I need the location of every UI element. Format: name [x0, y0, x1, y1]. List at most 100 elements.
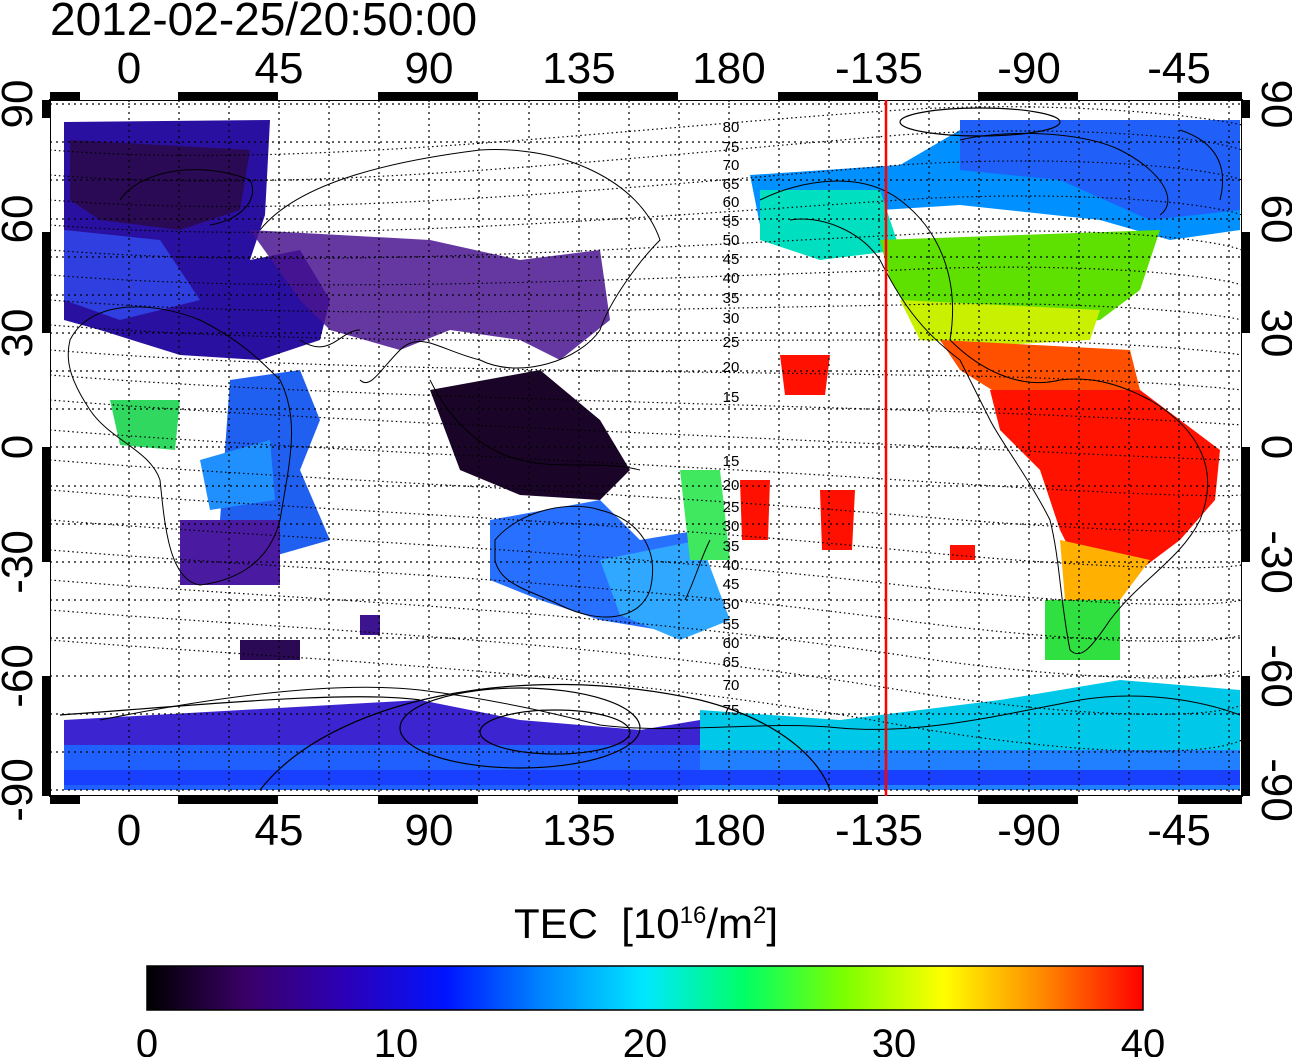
contour-label: 75	[723, 139, 740, 156]
map-content	[50, 100, 1242, 796]
top-lon-label: -90	[997, 44, 1061, 93]
top-lon-label: 135	[542, 44, 615, 93]
colorbar	[146, 965, 1144, 1011]
top-lon-label: 90	[405, 44, 454, 93]
top-lon-label: -45	[1147, 44, 1211, 93]
left-lat-label: 30	[0, 309, 42, 358]
bottom-longitude-labels: 0 45 90 135 180 -135 -90 -45	[117, 806, 1211, 855]
tec-patch-indian-south	[240, 640, 300, 660]
colorbar-tick-label: 30	[872, 1022, 917, 1057]
right-lat-label: -60	[1252, 644, 1292, 708]
contour-label: 70	[723, 157, 740, 174]
tec-patch-hawaii	[780, 355, 830, 395]
bottom-lon-label: -90	[997, 806, 1061, 855]
tec-patch-south-pacific-red	[950, 545, 975, 560]
contour-label: 50	[723, 232, 740, 249]
left-lat-label: -60	[0, 644, 42, 708]
tec-patch-south-atlantic	[360, 615, 380, 635]
bottom-lon-label: -45	[1147, 806, 1211, 855]
tec-patch-africa-west	[110, 400, 180, 450]
tec-patch-africa-central	[200, 440, 275, 510]
left-lat-label: -30	[0, 530, 42, 594]
top-lon-label: 0	[117, 44, 141, 93]
unit-suffix: ]	[766, 900, 779, 947]
contour-label: 65	[723, 176, 740, 193]
bottom-lon-label: -135	[835, 806, 923, 855]
unit-exponent: 16	[679, 902, 707, 929]
contour-label: 45	[723, 576, 740, 593]
contour-label: 40	[723, 270, 740, 287]
contour-label: 25	[723, 499, 740, 516]
contour-label: 50	[723, 596, 740, 613]
contour-label: 65	[723, 654, 740, 671]
contour-label: 75	[723, 702, 740, 719]
contour-label: 35	[723, 538, 740, 555]
tec-patch-africa-south	[180, 520, 280, 585]
tec-patch-se-asia	[430, 370, 630, 500]
contour-labels-south: 15 20 25 30 35 40 45 50 55 60 65 70 75	[723, 453, 740, 719]
right-lat-label: 60	[1252, 195, 1292, 244]
contour-label: 15	[723, 453, 740, 470]
right-lat-label: 0	[1252, 435, 1292, 459]
bottom-lon-label: 180	[692, 806, 765, 855]
contour-label: 20	[723, 477, 740, 494]
bottom-lon-label: 45	[255, 806, 304, 855]
unit-exponent-2: 2	[753, 902, 767, 929]
contour-label: 35	[723, 290, 740, 307]
graticule	[50, 100, 1242, 796]
bottom-lon-label: 135	[542, 806, 615, 855]
tec-patch-pacific-tahiti	[820, 490, 855, 550]
tec-patch-canada-north	[960, 120, 1240, 220]
contour-label: 25	[723, 334, 740, 351]
contour-label: 45	[723, 251, 740, 268]
magnetic-contours	[50, 106, 1242, 752]
colorbar-tick-label: 10	[374, 1022, 419, 1057]
unit-prefix: [10	[621, 900, 680, 947]
left-latitude-labels: 90 60 30 0 -30 -60 -90	[0, 80, 42, 822]
contour-label: 30	[723, 310, 740, 327]
top-lon-label: 180	[692, 44, 765, 93]
tec-patch-antarctica-band	[64, 770, 1240, 785]
left-lat-label: 90	[0, 80, 42, 129]
bottom-lon-label: 0	[117, 806, 141, 855]
contour-label: 80	[723, 119, 740, 136]
bottom-lon-label: 90	[405, 806, 454, 855]
right-lat-label: -90	[1252, 758, 1292, 822]
colorbar-tick-label: 20	[623, 1022, 668, 1057]
colorbar-title: TEC [1016/m2]	[0, 900, 1292, 948]
top-lon-label: 45	[255, 44, 304, 93]
tec-patch-south-america-south	[1060, 540, 1150, 610]
contour-label: 70	[723, 677, 740, 694]
top-longitude-labels: 0 45 90 135 180 -135 -90 -45	[117, 44, 1211, 93]
contour-label: 55	[723, 616, 740, 633]
tec-patch-central-america	[940, 340, 1140, 400]
contour-label: 55	[723, 213, 740, 230]
colorbar-tick-label: 40	[1121, 1022, 1166, 1057]
top-lon-label: -135	[835, 44, 923, 93]
map-title: 2012-02-25/20:50:00	[50, 0, 478, 45]
right-lat-label: 90	[1252, 80, 1292, 129]
contour-label: 15	[723, 389, 740, 406]
contour-label: 40	[723, 557, 740, 574]
right-lat-label: -30	[1252, 530, 1292, 594]
left-lat-label: 0	[0, 435, 42, 459]
colorbar-title-unit: [1016/m2]	[621, 900, 778, 947]
contour-label: 30	[723, 518, 740, 535]
contour-label: 20	[723, 359, 740, 376]
right-lat-label: 30	[1252, 309, 1292, 358]
colorbar-tick-labels: 0 10 20 30 40	[136, 1022, 1165, 1057]
tec-patch-europe-west	[64, 230, 200, 320]
coastlines	[67, 129, 1241, 730]
colorbar-tick-label: 0	[136, 1022, 158, 1057]
tec-patch-pacific-south	[740, 480, 770, 540]
tec-patch-south-america	[990, 390, 1220, 570]
left-lat-label: 60	[0, 195, 42, 244]
tec-patch-scandinavia	[70, 140, 250, 230]
unit-mid: /m	[706, 900, 754, 947]
tec-patch-us-south	[900, 300, 1100, 345]
contour-label: 60	[723, 194, 740, 211]
tec-patch-africa-east	[220, 370, 330, 560]
left-lat-label: -90	[0, 758, 42, 822]
